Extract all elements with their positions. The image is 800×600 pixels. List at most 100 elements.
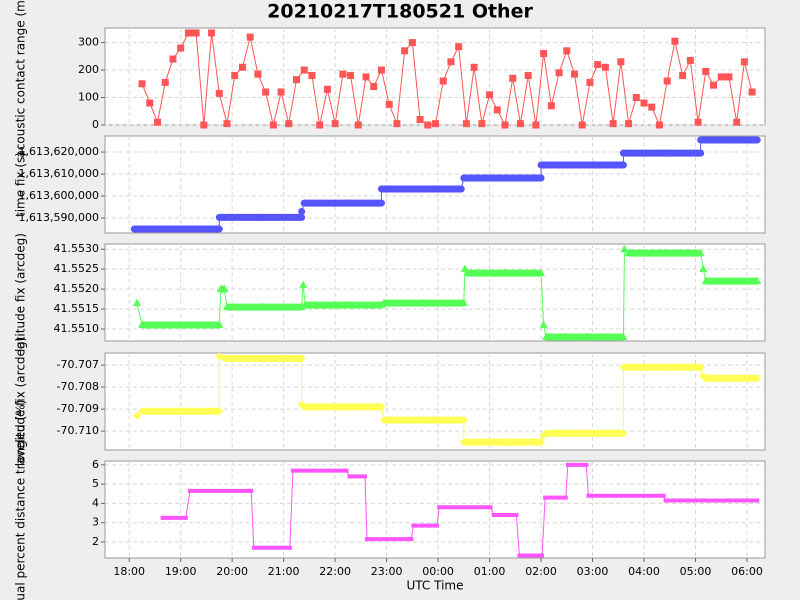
y-tick-label: 41.5530: [54, 242, 100, 255]
marker: [509, 74, 517, 82]
marker: [696, 363, 705, 372]
marker: [393, 120, 401, 128]
marker: [341, 199, 349, 207]
marker: [620, 244, 629, 253]
marker: [365, 537, 370, 542]
marker: [259, 354, 268, 363]
marker: [161, 78, 169, 86]
marker: [661, 149, 669, 157]
marker: [696, 248, 705, 257]
marker: [586, 78, 594, 86]
x-tick-label: 19:00: [165, 565, 197, 578]
y-tick-label: 41.5525: [54, 262, 100, 275]
marker: [215, 407, 224, 416]
marker: [223, 302, 232, 311]
marker: [215, 213, 223, 221]
x-tick-label: 18:00: [113, 565, 145, 578]
series: [130, 136, 761, 233]
marker: [447, 58, 455, 66]
marker: [563, 495, 568, 500]
marker: [460, 264, 469, 273]
x-tick-label: 20:00: [216, 565, 248, 578]
marker: [460, 174, 468, 182]
marker: [251, 545, 256, 550]
marker: [679, 72, 687, 80]
marker: [619, 149, 627, 157]
marker: [362, 474, 367, 479]
marker: [609, 120, 617, 128]
marker: [183, 515, 188, 520]
marker: [411, 523, 416, 528]
marker: [727, 276, 736, 285]
marker: [138, 407, 147, 416]
marker: [632, 94, 640, 102]
marker: [344, 468, 349, 473]
x-tick-label: 01:00: [474, 565, 506, 578]
marker: [424, 121, 432, 129]
marker: [370, 83, 378, 91]
marker: [138, 320, 147, 329]
y-axis-title: acoustic contact range (m): [14, 0, 28, 158]
marker: [619, 363, 628, 372]
marker: [401, 47, 409, 55]
marker: [601, 63, 609, 71]
y-tick-label: -70.707: [57, 358, 99, 371]
marker: [459, 438, 468, 447]
marker: [542, 332, 551, 341]
x-tick-label: 00:00: [422, 565, 454, 578]
marker: [578, 121, 586, 129]
marker: [619, 332, 628, 341]
marker: [285, 120, 293, 128]
marker: [435, 523, 440, 528]
marker: [347, 474, 352, 479]
marker: [740, 58, 748, 66]
marker: [254, 70, 262, 78]
marker: [231, 72, 239, 80]
marker: [748, 88, 756, 96]
marker: [584, 462, 589, 467]
marker: [223, 120, 231, 128]
y-axis-title: latitude fix (arcdeg): [14, 233, 28, 352]
marker: [385, 100, 393, 108]
marker: [462, 120, 470, 128]
marker: [187, 488, 192, 493]
marker: [154, 118, 162, 126]
marker: [710, 81, 718, 89]
marker: [297, 354, 306, 363]
marker: [660, 363, 669, 372]
x-tick-label: 23:00: [371, 565, 403, 578]
marker: [380, 298, 389, 307]
y-tick-label: 4: [92, 496, 99, 509]
marker: [514, 512, 519, 517]
y-tick-label: 1,613,590,000: [19, 211, 99, 224]
marker: [215, 320, 224, 329]
marker: [524, 72, 532, 80]
marker: [347, 72, 355, 80]
y-tick-label: -70.708: [57, 380, 99, 393]
marker: [547, 102, 555, 110]
y-tick-label: -70.709: [57, 402, 99, 415]
marker: [583, 429, 592, 438]
marker: [362, 73, 370, 81]
marker: [160, 515, 165, 520]
marker: [341, 300, 350, 309]
marker: [501, 438, 510, 447]
marker: [619, 429, 628, 438]
marker: [169, 55, 177, 63]
marker: [701, 276, 710, 285]
marker: [419, 185, 427, 193]
marker: [308, 72, 316, 80]
marker: [537, 174, 545, 182]
x-tick-label: 06:00: [731, 565, 763, 578]
marker: [200, 121, 208, 129]
marker: [733, 118, 741, 126]
marker: [537, 268, 546, 277]
marker: [517, 553, 522, 558]
marker: [583, 332, 592, 341]
marker: [300, 199, 308, 207]
marker: [619, 161, 627, 169]
marker: [138, 80, 146, 88]
marker: [300, 402, 309, 411]
marker: [220, 284, 229, 293]
marker: [539, 320, 548, 329]
